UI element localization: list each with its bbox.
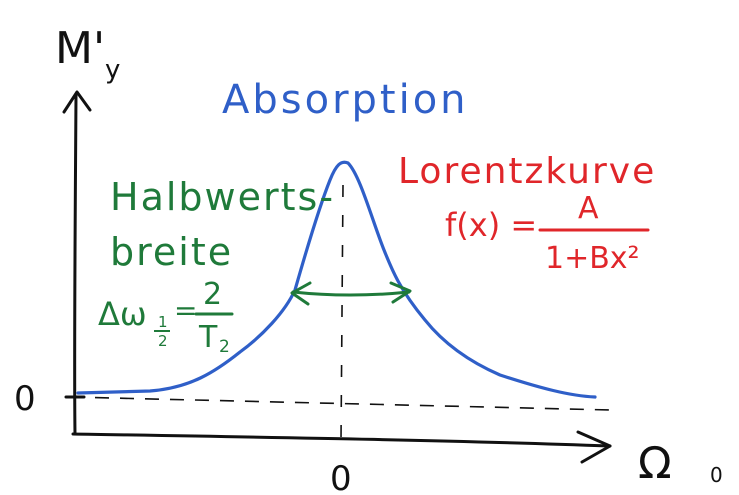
baseline-dashed	[69, 396, 611, 411]
x-axis-label: Ω	[638, 438, 672, 489]
halfwidth-line1: Halbwerts-	[110, 175, 335, 219]
halfwidth-line2: breite	[110, 230, 233, 274]
lorentz-denominator: 1+Bx²	[545, 241, 640, 276]
x-axis	[71, 432, 612, 448]
y-axis-label: M'	[55, 23, 105, 74]
halfwidth-sub-den: 2	[158, 332, 168, 350]
lorentz-heading: Lorentzkurve	[398, 151, 656, 192]
halfwidth-arrowhead-right	[389, 281, 412, 304]
halfwidth-denominator: T	[198, 320, 218, 355]
halfwidth-arrowhead-left	[290, 281, 312, 306]
lorentz-numerator: A	[578, 191, 599, 226]
lorentz-curve	[76, 160, 597, 399]
x-axis-arrowhead	[576, 430, 612, 464]
halfwidth-arrow-line	[291, 290, 411, 297]
halfwidth-formula-lhs: Δω	[98, 295, 147, 333]
y-axis-label-sub: y	[105, 55, 120, 85]
x-axis-label-sub: 0	[710, 463, 723, 487]
halfwidth-sub-num: 1	[158, 313, 168, 331]
x-origin-label: 0	[330, 459, 352, 495]
halfwidth-numerator: 2	[203, 277, 222, 312]
y-axis-arrowhead	[62, 90, 92, 114]
halfwidth-eq: =	[174, 294, 197, 327]
y-origin-label: 0	[14, 379, 36, 419]
lorentz-formula-lhs: f(x) =	[445, 206, 537, 244]
halfwidth-denominator-sub: 2	[219, 337, 230, 357]
absorption-title: Absorption	[222, 77, 469, 123]
center-line-dashed	[340, 184, 344, 441]
y-axis	[73, 93, 78, 436]
